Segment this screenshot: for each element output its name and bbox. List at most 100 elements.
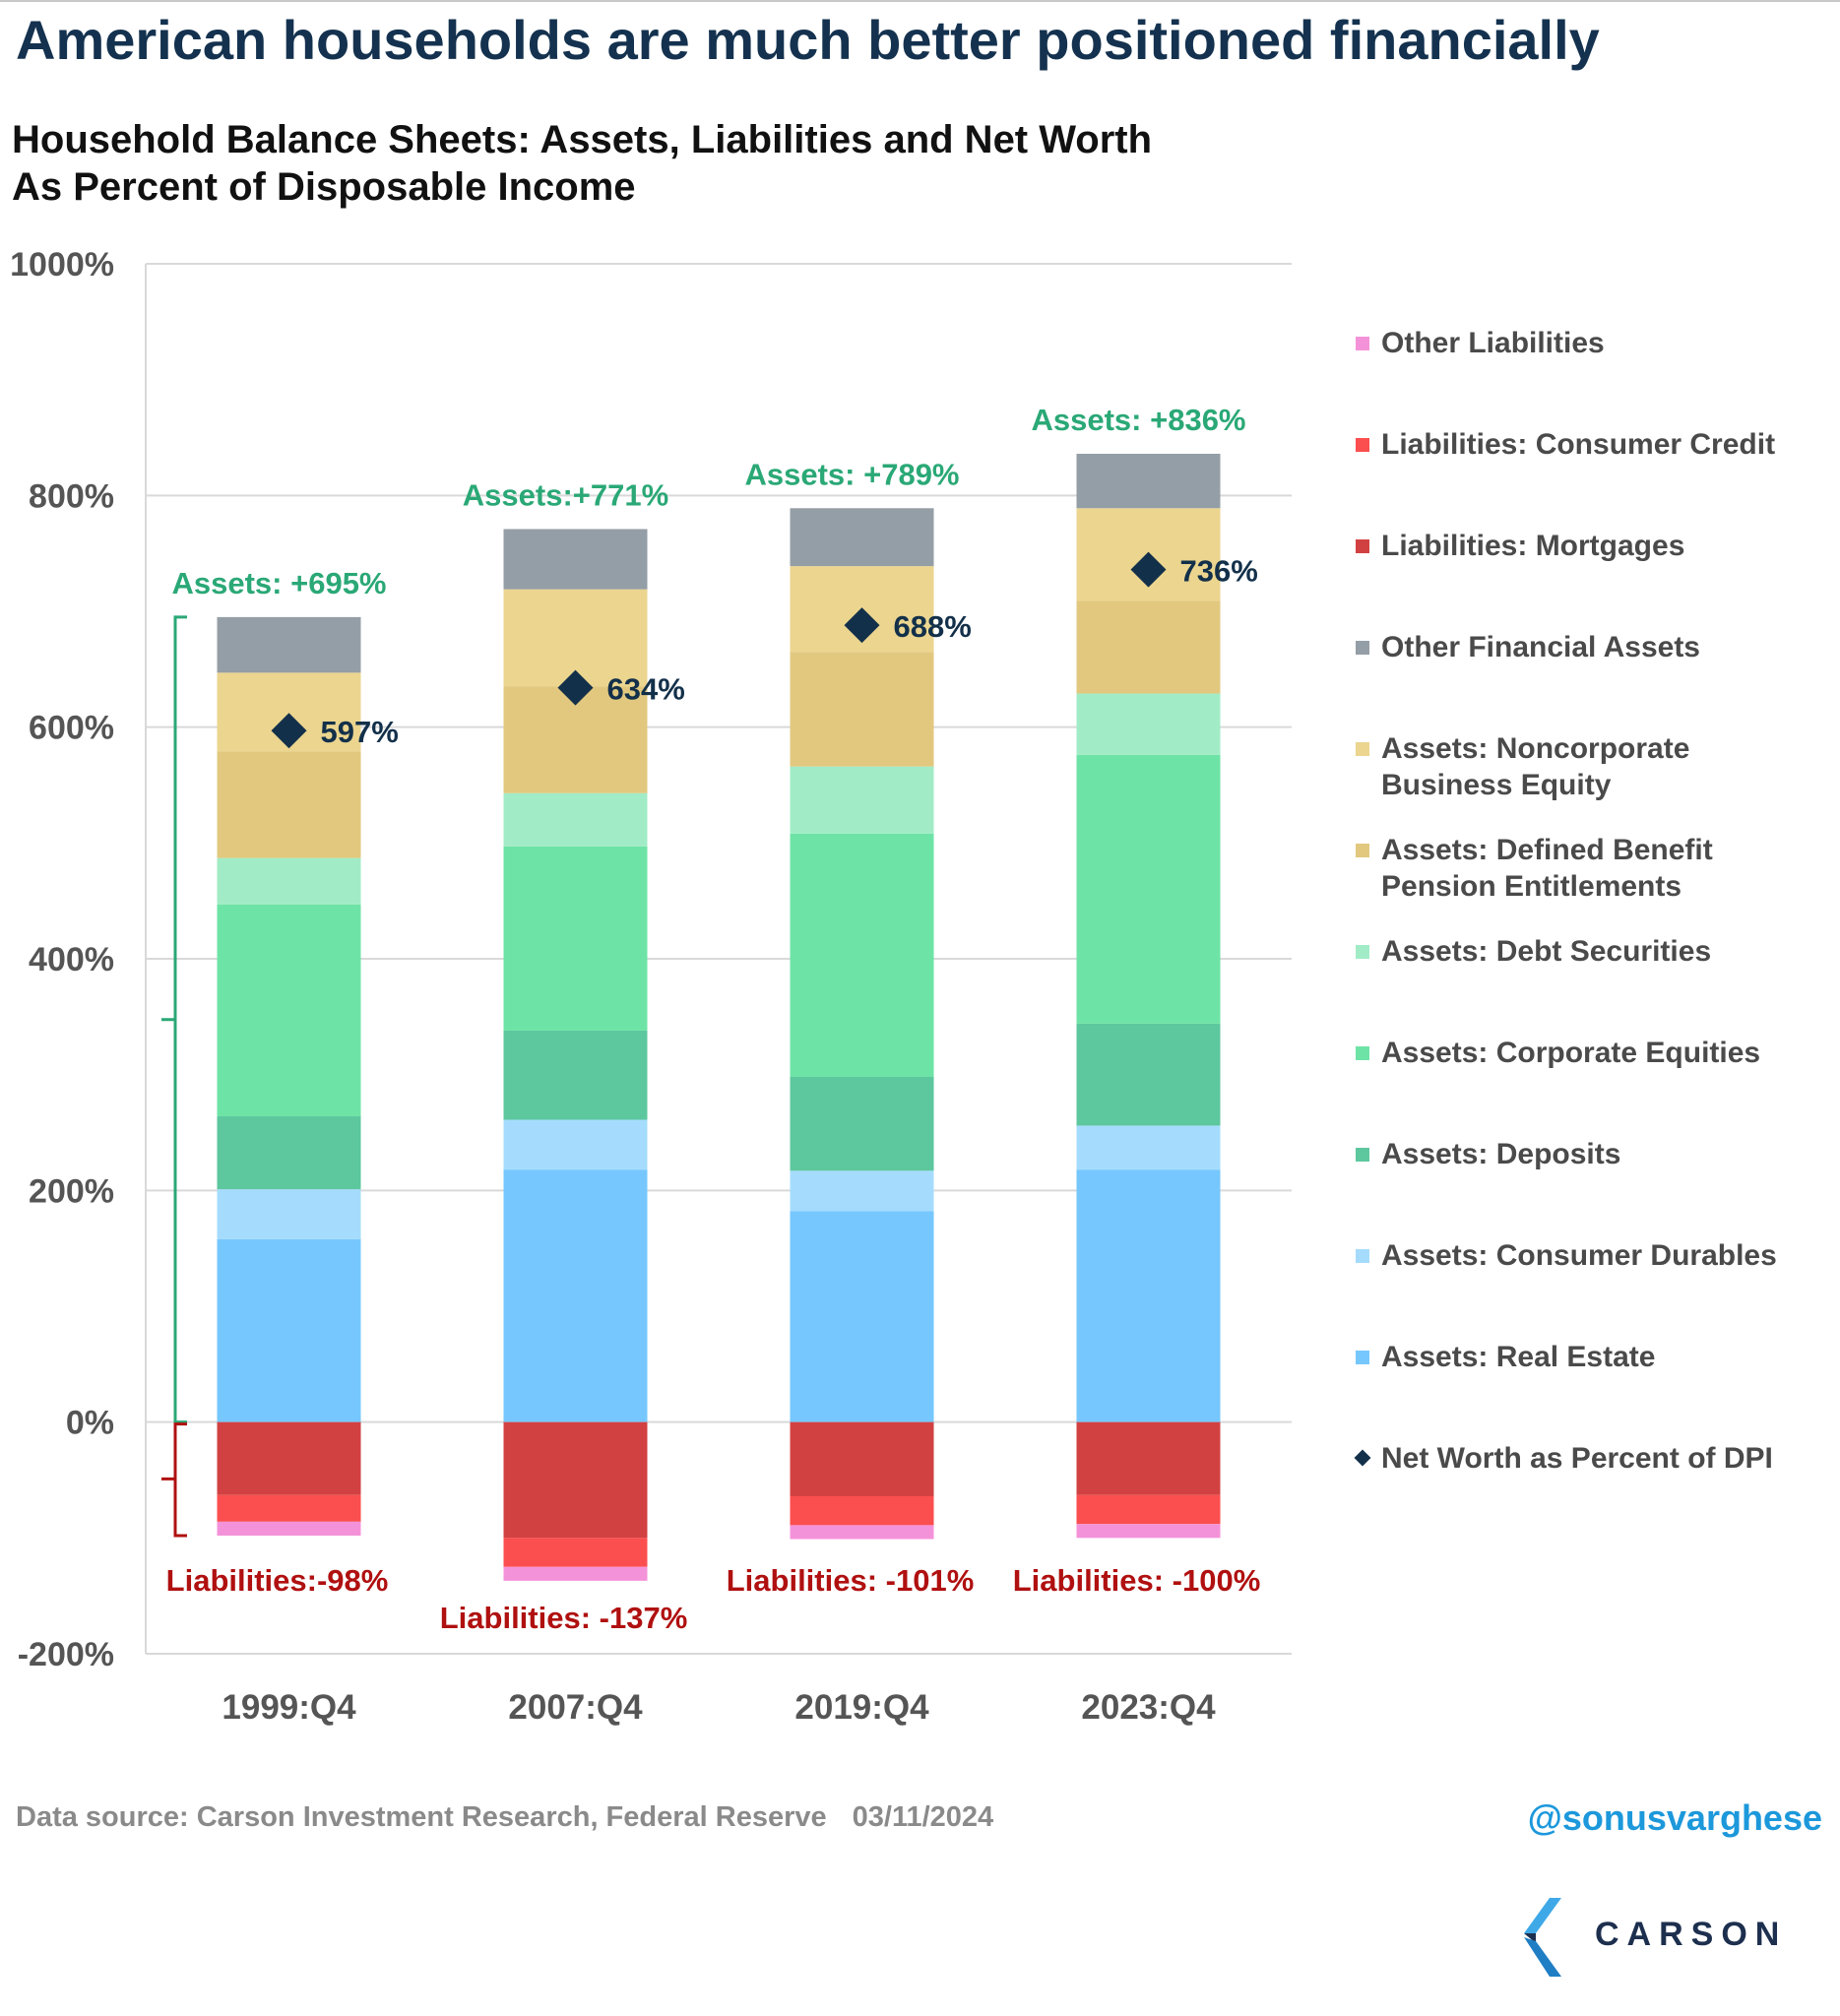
bar-segment [790,1211,934,1422]
bar-segment [503,846,648,1031]
legend-swatch [1356,438,1369,452]
bar-segment [217,616,361,673]
legend-swatch [1356,1148,1369,1162]
legend-swatch [1356,337,1369,350]
legend-swatch [1356,539,1369,553]
data-source: Data source: Carson Investment Research,… [16,1801,993,1834]
assets-total-label: Assets:+771% [463,477,668,512]
y-tick-label: 200% [29,1172,114,1210]
assets-total-label: Assets: +695% [172,566,387,600]
legend-swatch [1356,945,1369,959]
bar-segment [1076,600,1221,694]
legend-swatch [1356,641,1369,655]
bar-segment [503,1169,648,1422]
legend-swatch [1356,844,1369,857]
y-tick-label: 1000% [10,246,114,284]
y-tick-label: 800% [29,477,114,515]
net-worth-label: 688% [894,609,972,644]
y-tick-label: 600% [29,710,114,747]
bar-segment [503,1566,648,1581]
bar-segment [1076,1421,1221,1495]
bar-segment [503,1538,648,1567]
legend-label: Net Worth as Percent of DPI [1381,1442,1773,1475]
net-worth-marker [557,669,594,706]
carson-logo-mark-icon [1524,1898,1561,1977]
source-date: 03/11/2024 [852,1801,994,1833]
bar-segment [790,1525,934,1540]
top-rule [0,0,1840,2]
chart-title-line-2: As Percent of Disposable Income [12,165,636,209]
bar-segment [217,1421,361,1495]
bar-segment [790,1077,934,1171]
liabilities-total-label: Liabilities:-98% [166,1563,389,1598]
bar-segment [217,1238,361,1422]
net-worth-label: 736% [1180,554,1258,589]
legend-swatch [1356,1249,1369,1263]
legend-label: Assets: Consumer Durables [1381,1239,1777,1272]
bar-segment [217,1189,361,1239]
legend-label: Assets: Defined Benefit Pension Entitlem… [1381,834,1713,903]
bar-segment [217,1521,361,1536]
net-worth-marker [844,607,880,644]
legend-label: Assets: Deposits [1381,1138,1621,1170]
net-worth-label: 634% [607,672,685,707]
assets-total-label: Assets: +836% [1032,403,1246,437]
chart-title: Household Balance Sheets: Assets, Liabil… [12,116,1152,211]
logo-text: CARSON [1595,1916,1788,1953]
bar-segment [790,652,934,767]
bar-segment [1076,1169,1221,1422]
net-worth-label: 597% [321,715,399,749]
legend-label: Assets: Real Estate [1381,1341,1656,1373]
bar-segment [1076,693,1221,755]
liabilities-bracket [161,1422,187,1538]
legend-label: Other Financial Assets [1381,631,1700,663]
y-tick-label: -200% [18,1636,114,1673]
liabilities-total-label: Liabilities: -137% [440,1601,688,1635]
chart-title-line-1: Household Balance Sheets: Assets, Liabil… [12,118,1153,161]
bar-segment [1076,1023,1221,1126]
legend-swatch [1356,742,1369,756]
assets-total-label: Assets: +789% [745,457,960,491]
bar-segment [503,1421,648,1539]
legend-swatch [1356,1351,1369,1364]
bar-segment [1076,453,1221,509]
liabilities-total-label: Liabilities: -100% [1013,1563,1261,1598]
bar-segment [217,904,361,1117]
legend-label: Liabilities: Consumer Credit [1381,428,1776,461]
carson-logo: CARSON [1516,1898,1831,1977]
x-tick-label: 2007:Q4 [508,1688,643,1727]
bar-segment [1076,1125,1221,1170]
liabilities-total-label: Liabilities: -101% [727,1563,975,1598]
bar-segment [503,1030,648,1120]
legend-label: Assets: Corporate Equities [1381,1037,1761,1069]
author-handle[interactable]: @sonusvarghese [1527,1797,1822,1838]
legend-label: Assets: Debt Securities [1381,935,1712,968]
bar-segment [790,508,934,567]
y-tick-label: 400% [29,941,114,978]
bar-segment [790,833,934,1078]
y-tick-label: 0% [66,1405,114,1442]
bar-segment [217,857,361,905]
legend-label: Assets: Noncorporate Business Equity [1381,732,1690,801]
bar-segment [217,1116,361,1190]
bar-segment [1076,1524,1221,1539]
headline: American households are much better posi… [16,9,1600,71]
bar-segment [790,766,934,834]
legend-label: Other Liabilities [1381,327,1605,359]
bar-segment [790,1495,934,1526]
bar-segment [790,1170,934,1212]
x-tick-label: 2019:Q4 [794,1688,929,1727]
net-worth-marker [1130,551,1167,588]
bar-segment [217,1494,361,1522]
bar-segment [503,792,648,847]
bar-segment [1076,754,1221,1024]
bar-segment [503,1119,648,1170]
bar-segment [217,751,361,858]
legend-swatch [1356,1046,1369,1060]
bar-segment [503,529,648,590]
x-tick-label: 2023:Q4 [1081,1688,1216,1727]
legend-label: Liabilities: Mortgages [1381,530,1685,562]
x-tick-label: 1999:Q4 [222,1688,356,1727]
stacked-bar-chart: -200% 0% 200% 400% 600% 800% 1000% 1999:Q4 2007:… [10,246,1292,1727]
assets-bracket [161,615,187,1424]
